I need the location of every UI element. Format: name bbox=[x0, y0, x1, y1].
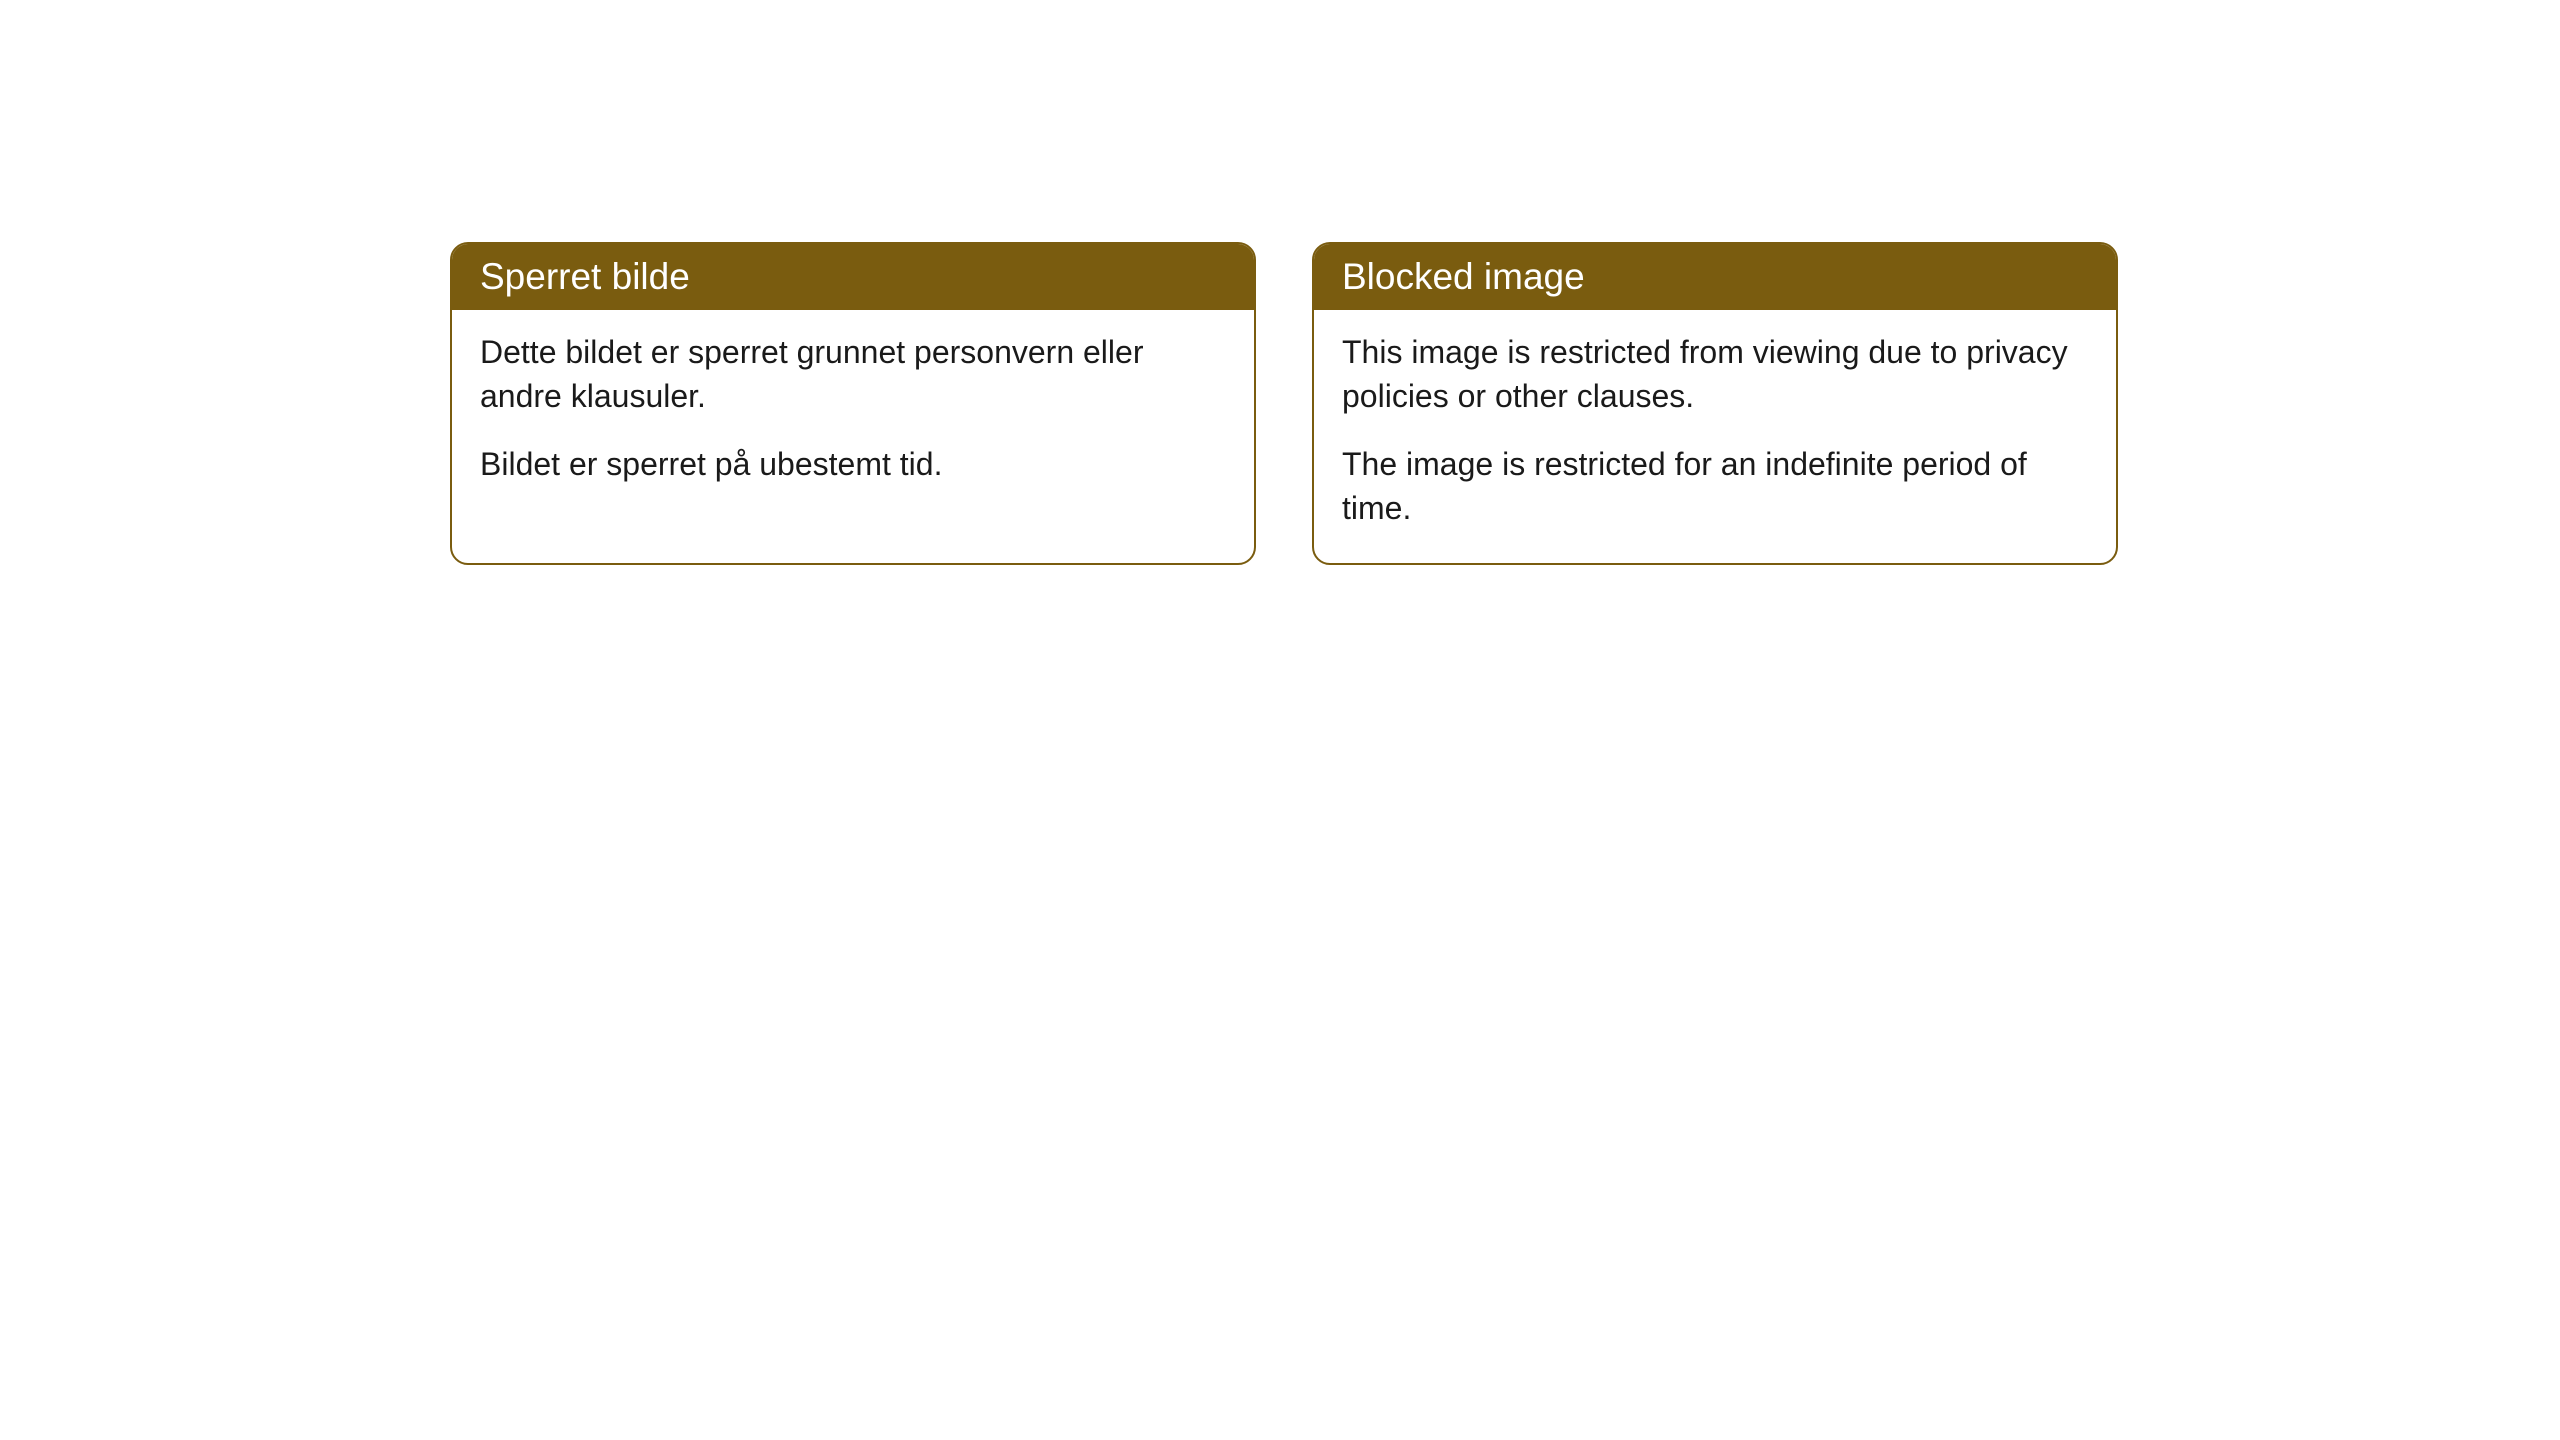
notice-card-norwegian: Sperret bilde Dette bildet er sperret gr… bbox=[450, 242, 1256, 565]
notice-header-norwegian: Sperret bilde bbox=[452, 244, 1254, 310]
notice-card-english: Blocked image This image is restricted f… bbox=[1312, 242, 2118, 565]
notice-body-norwegian: Dette bildet er sperret grunnet personve… bbox=[452, 310, 1254, 518]
notice-text-norwegian-1: Dette bildet er sperret grunnet personve… bbox=[480, 330, 1226, 418]
notice-body-english: This image is restricted from viewing du… bbox=[1314, 310, 2116, 563]
notice-text-english-2: The image is restricted for an indefinit… bbox=[1342, 442, 2088, 530]
notice-text-norwegian-2: Bildet er sperret på ubestemt tid. bbox=[480, 442, 1226, 486]
notice-cards-container: Sperret bilde Dette bildet er sperret gr… bbox=[450, 242, 2560, 565]
notice-text-english-1: This image is restricted from viewing du… bbox=[1342, 330, 2088, 418]
notice-header-english: Blocked image bbox=[1314, 244, 2116, 310]
